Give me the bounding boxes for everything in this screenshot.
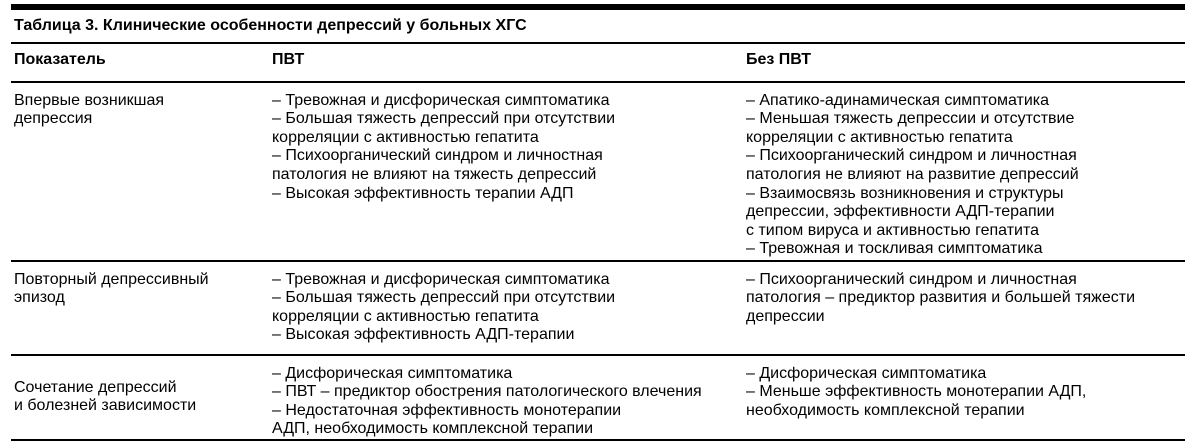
column-header-pvt: ПВТ bbox=[272, 43, 746, 83]
cell-bez-pvt: – Психоорганический синдром и личностная… bbox=[746, 260, 1185, 356]
cell-pvt: – Тревожная и дисфорическая симптоматика… bbox=[272, 81, 746, 262]
table-row: Сочетание депрессий и болезней зависимост… bbox=[11, 354, 1185, 441]
text-line: корреляции с активностью гепатита bbox=[746, 128, 1013, 146]
text-line: – Тревожная и тоскливая симптоматика bbox=[746, 240, 1043, 258]
text-line: – Тревожная и дисфорическая симптоматика bbox=[272, 91, 610, 109]
cell-bez-pvt: – Апатико-адинамическая симптоматика – Ме… bbox=[746, 81, 1185, 262]
column-header-indicator: Показатель bbox=[11, 43, 272, 83]
text-line: Впервые возникшая bbox=[14, 91, 165, 109]
text-line: – Меньшая тяжесть депрессии и отсутствие bbox=[746, 110, 1075, 128]
cell-pvt: – Дисфорическая симптоматика – ПВТ – пред… bbox=[272, 354, 746, 441]
text-line: – Меньше эффективность монотерапии АДП, bbox=[746, 383, 1087, 401]
text-line: – Тревожная и дисфорическая симптоматика bbox=[272, 270, 610, 288]
text-line: патология – предиктор развития и большей… bbox=[746, 289, 1136, 307]
text-line: – Большая тяжесть депрессий при отсутств… bbox=[272, 110, 616, 128]
table-body: Впервые возникшая депрессия – Тревожная и… bbox=[11, 81, 1185, 441]
text-line: и болезней зависимости bbox=[14, 397, 197, 415]
text-line: – Большая тяжесть депрессий при отсутств… bbox=[272, 289, 616, 307]
text-line: – Психоорганический синдром и личностная bbox=[746, 147, 1077, 165]
text-line: Сочетание депрессий bbox=[14, 378, 177, 396]
column-header-bez-pvt: Без ПВТ bbox=[746, 43, 1185, 83]
cell-pvt: – Тревожная и дисфорическая симптоматика… bbox=[272, 260, 746, 356]
text-line: – Дисфорическая симптоматика bbox=[272, 364, 513, 382]
text-line: корреляции с активностью гепатита bbox=[272, 128, 539, 146]
cell-bez-pvt: – Дисфорическая симптоматика – Меньше эфф… bbox=[746, 354, 1185, 441]
table-title: Таблица 3. Клинические особенности депре… bbox=[11, 10, 1185, 44]
text-line: – ПВТ – предиктор обострения патологичес… bbox=[272, 383, 702, 401]
text-line: АДП, необходимость комплексной терапии bbox=[272, 420, 593, 438]
text-line: депрессия bbox=[14, 110, 93, 128]
text-line: – Недостаточная эффективность монотерапи… bbox=[272, 401, 622, 419]
text-line: депрессии bbox=[746, 307, 825, 325]
clinical-features-table: Таблица 3. Клинические особенности депре… bbox=[11, 10, 1185, 441]
table-row: Повторный депрессивный эпизод – Тревожная… bbox=[11, 260, 1185, 356]
text-line: – Психоорганический синдром и личностная bbox=[272, 147, 603, 165]
text-line: депрессии, эффективности АДП-терапии bbox=[746, 203, 1055, 221]
cell-indicator: Повторный депрессивный эпизод bbox=[11, 260, 272, 356]
cell-indicator: Сочетание депрессий и болезней зависимост… bbox=[11, 354, 272, 441]
table-row: Впервые возникшая депрессия – Тревожная и… bbox=[11, 81, 1185, 262]
text-line: корреляции с активностью гепатита bbox=[272, 307, 539, 325]
text-line: Повторный депрессивный bbox=[14, 270, 209, 288]
table-title-row: Таблица 3. Клинические особенности депре… bbox=[11, 10, 1185, 44]
text-line: необходимость комплексной терапии bbox=[746, 401, 1025, 419]
text-line: патология не влияют на развитие депресси… bbox=[746, 165, 1079, 183]
text-line: патология не влияют на тяжесть депрессий bbox=[272, 165, 597, 183]
text-line: с типом вируса и активностью гепатита bbox=[746, 221, 1040, 239]
text-line: – Высокая эффективность АДП-терапии bbox=[272, 326, 575, 344]
table-top-rule bbox=[11, 4, 1185, 10]
table-header-row: Показатель ПВТ Без ПВТ bbox=[11, 43, 1185, 83]
clinical-features-table-wrap: Таблица 3. Клинические особенности депре… bbox=[11, 4, 1185, 441]
text-line: – Дисфорическая симптоматика bbox=[746, 364, 987, 382]
text-line: эпизод bbox=[14, 289, 65, 307]
cell-indicator: Впервые возникшая депрессия bbox=[11, 81, 272, 262]
text-line: – Высокая эффективность терапии АДП bbox=[272, 184, 574, 202]
text-line: – Апатико-адинамическая симптоматика bbox=[746, 91, 1050, 109]
text-line: – Взаимосвязь возникновения и структуры bbox=[746, 184, 1064, 202]
text-line: – Психоорганический синдром и личностная bbox=[746, 270, 1077, 288]
